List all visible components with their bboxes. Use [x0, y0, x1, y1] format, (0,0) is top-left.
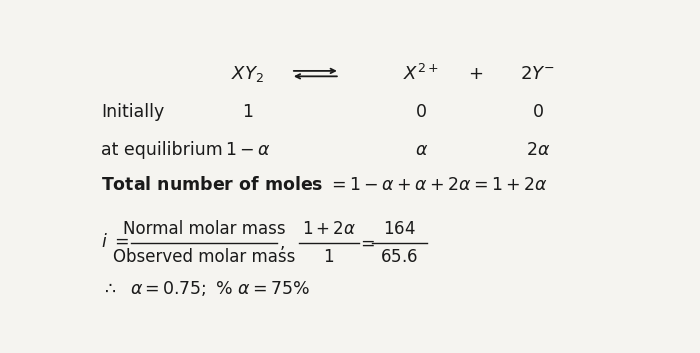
- Text: Normal molar mass: Normal molar mass: [122, 220, 286, 238]
- Text: $1$: $1$: [242, 103, 253, 121]
- Text: $XY_2$: $XY_2$: [231, 64, 264, 84]
- Text: $0$: $0$: [415, 103, 427, 121]
- Text: $164$: $164$: [383, 220, 416, 238]
- Text: $2Y^{-}$: $2Y^{-}$: [520, 65, 555, 83]
- Text: Observed molar mass: Observed molar mass: [113, 248, 295, 266]
- Text: $+$: $+$: [468, 65, 483, 83]
- Text: ,: ,: [280, 234, 286, 252]
- Text: $\alpha$: $\alpha$: [414, 141, 428, 159]
- Text: Total number of moles $= 1 - \alpha + \alpha + 2\alpha = 1 + 2\alpha$: Total number of moles $= 1 - \alpha + \a…: [101, 176, 548, 194]
- Text: $1+2\alpha$: $1+2\alpha$: [302, 220, 356, 238]
- Text: $i\ =$: $i\ =$: [101, 233, 130, 251]
- Text: $1$: $1$: [323, 248, 335, 266]
- Text: Initially: Initially: [101, 103, 164, 121]
- Text: at equilibrium: at equilibrium: [101, 141, 223, 159]
- Text: $\therefore\ \ \alpha = 0.75;\ \%\ \alpha = 75\%$: $\therefore\ \ \alpha = 0.75;\ \%\ \alph…: [101, 279, 310, 298]
- Text: $X^{2+}$: $X^{2+}$: [403, 64, 439, 84]
- Text: $2\alpha$: $2\alpha$: [526, 141, 550, 159]
- Text: $1 - \alpha$: $1 - \alpha$: [225, 141, 270, 159]
- Text: $0$: $0$: [532, 103, 544, 121]
- Text: $=$: $=$: [357, 234, 375, 252]
- Text: $65.6$: $65.6$: [381, 248, 419, 266]
